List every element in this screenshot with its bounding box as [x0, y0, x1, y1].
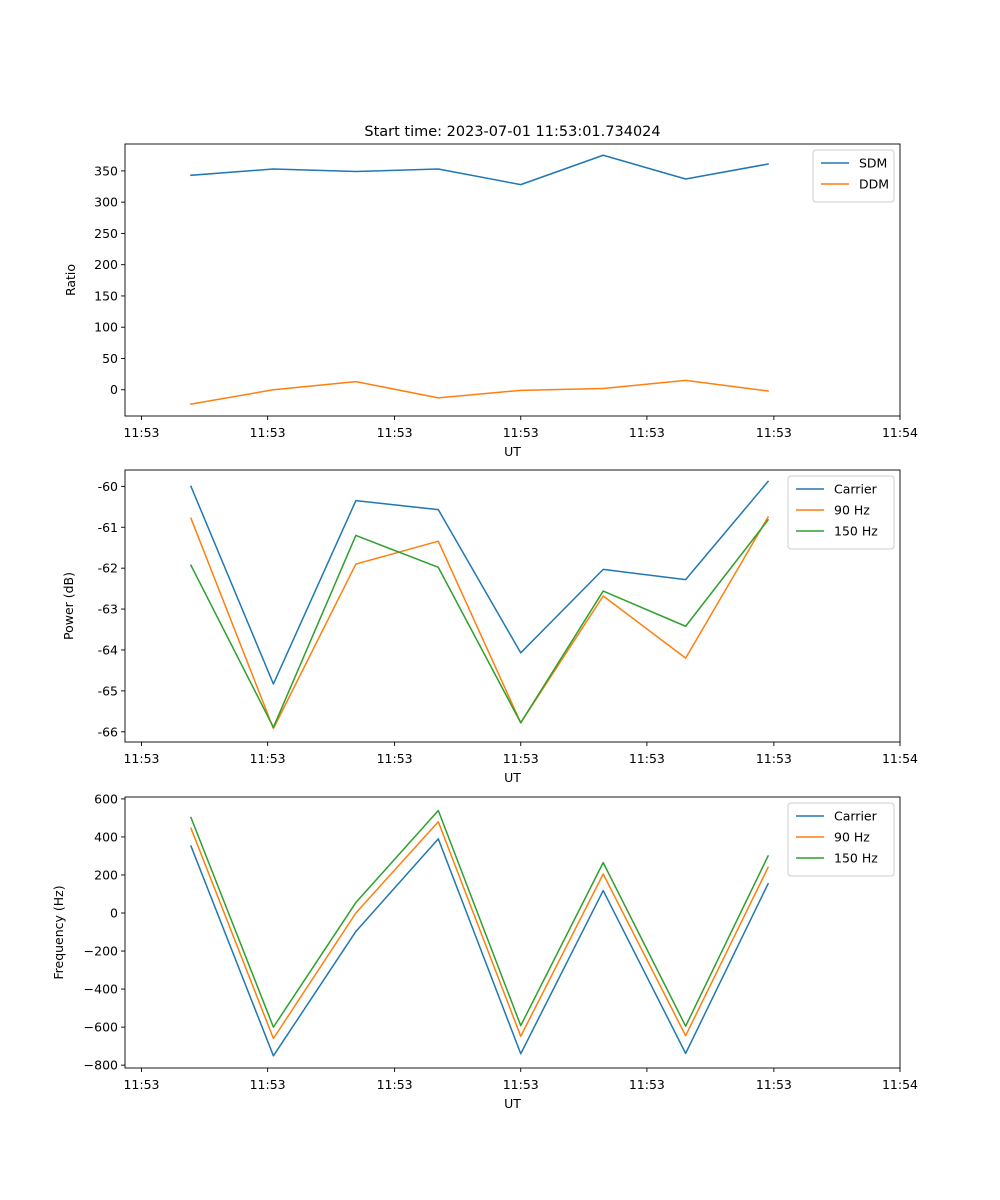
y-tick-label: −600	[84, 1020, 118, 1035]
series-line-90-hz	[189, 516, 770, 730]
y-tick-label: 350	[94, 163, 118, 178]
y-tick-label: -61	[98, 520, 118, 535]
x-tick-label: 11:53	[503, 751, 539, 766]
x-tick-label: 11:53	[756, 1077, 792, 1092]
legend-label: SDM	[859, 156, 887, 171]
series-line-ddm	[190, 379, 769, 405]
legend-label: 150 Hz	[834, 851, 878, 866]
x-tick-label: 11:53	[123, 425, 159, 440]
x-tick-label: 11:53	[250, 751, 286, 766]
x-axis-label: UT	[504, 770, 521, 785]
y-tick-label: −800	[84, 1058, 118, 1073]
x-axis-label: UT	[504, 444, 521, 459]
y-tick-label: 0	[110, 382, 118, 397]
series-line-150-hz	[189, 518, 770, 729]
y-tick-label: -66	[98, 724, 118, 739]
series-line-sdm	[190, 154, 769, 186]
x-tick-label: 11:53	[250, 425, 286, 440]
x-tick-label: 11:53	[756, 751, 792, 766]
x-tick-label: 11:54	[882, 425, 918, 440]
chart-panel-1: 11:53 11:53 11:53 11:53 11:53 11:53 11:54 0 50 10…	[63, 143, 918, 459]
x-tick-label: 11:53	[629, 751, 665, 766]
chart-panel-3: 11:53 11:53 11:53 11:53 11:53 11:53 11:54 −800 −…	[51, 791, 918, 1111]
y-tick-label: 50	[102, 351, 118, 366]
y-tick-label: -64	[98, 642, 118, 657]
legend-label: Carrier	[834, 809, 878, 824]
y-tick-label: 0	[110, 906, 118, 921]
y-tick-label: 250	[94, 226, 118, 241]
x-tick-label: 11:53	[503, 425, 539, 440]
x-tick-label: 11:54	[882, 751, 918, 766]
series-line-90-hz	[189, 820, 770, 1040]
series-line-150-hz	[189, 809, 770, 1028]
y-tick-label: 100	[94, 320, 118, 335]
legend: Carrier 90 Hz 150 Hz	[787, 802, 895, 877]
legend-label: Carrier	[834, 482, 878, 497]
y-tick-label: 200	[94, 257, 118, 272]
legend-label: 150 Hz	[834, 524, 878, 539]
y-tick-label: 600	[94, 791, 118, 806]
y-tick-label: -63	[98, 602, 118, 617]
y-tick-label: 300	[94, 195, 118, 210]
series-line-carrier	[189, 838, 770, 1057]
y-tick-label: 400	[94, 829, 118, 844]
x-tick-label: 11:53	[123, 751, 159, 766]
y-tick-label: -65	[98, 683, 118, 698]
y-tick-label: 150	[94, 288, 118, 303]
x-axis-label: UT	[504, 1096, 521, 1111]
x-tick-label: 11:53	[377, 425, 413, 440]
axes-frame	[124, 796, 901, 1069]
x-tick-label: 11:53	[377, 751, 413, 766]
x-tick-label: 11:53	[250, 1077, 286, 1092]
y-axis-label: Ratio	[63, 264, 78, 296]
y-axis-label: Power (dB)	[61, 572, 76, 640]
axes-frame	[124, 143, 901, 417]
legend-label: 90 Hz	[834, 503, 870, 518]
x-tick-label: 11:53	[756, 425, 792, 440]
figure-title: Start time: 2023-07-01 11:53:01.734024	[364, 124, 660, 140]
x-tick-label: 11:53	[503, 1077, 539, 1092]
x-tick-label: 11:53	[629, 1077, 665, 1092]
x-tick-label: 11:53	[377, 1077, 413, 1092]
legend: SDM DDM	[812, 149, 895, 203]
series-line-carrier	[189, 480, 770, 685]
axes-frame	[124, 469, 901, 743]
legend-label: 90 Hz	[834, 830, 870, 845]
y-tick-label: 200	[94, 867, 118, 882]
x-tick-label: 11:53	[123, 1077, 159, 1092]
y-tick-label: −400	[84, 982, 118, 997]
legend-label: DDM	[859, 177, 889, 192]
chart-panel-2: 11:53 11:53 11:53 11:53 11:53 11:53 11:54 -66 -6…	[61, 469, 918, 785]
x-tick-label: 11:53	[629, 425, 665, 440]
legend: Carrier 90 Hz 150 Hz	[787, 475, 895, 550]
y-tick-label: −200	[84, 944, 118, 959]
y-tick-label: -60	[98, 479, 118, 494]
y-tick-label: -62	[98, 561, 118, 576]
x-tick-label: 11:54	[882, 1077, 918, 1092]
y-axis-label: Frequency (Hz)	[51, 885, 66, 979]
